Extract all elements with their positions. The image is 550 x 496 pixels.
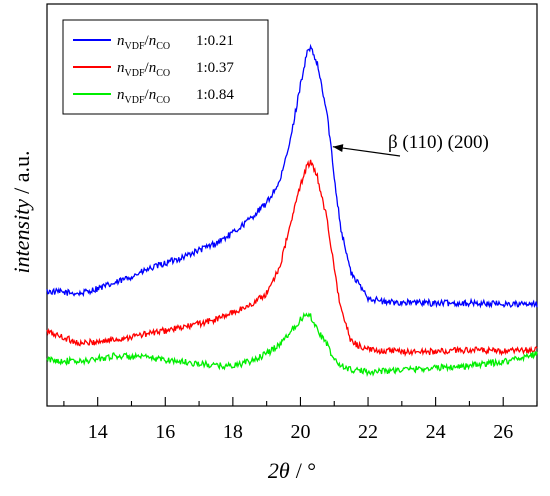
x-tick-label: 20 <box>290 421 310 443</box>
plot-frame <box>46 3 538 407</box>
legend-ratio: 1:0.21 <box>196 33 234 49</box>
legend: nVDF/nCO 1:0.21 nVDF/nCO 1:0.37 nVDF/nCO 1:0.… <box>62 19 269 115</box>
annotation-label: β (110) (200) <box>388 132 489 153</box>
x-tick-label: 22 <box>358 421 378 443</box>
legend-ratio: 1:0.84 <box>196 87 234 103</box>
annotation-arrow <box>332 146 401 157</box>
series-line-1-0-21 <box>46 43 538 309</box>
series-layer <box>46 43 538 377</box>
series-line-1-0-37 <box>46 159 538 357</box>
series-line-1-0-84 <box>46 311 538 377</box>
legend-label: nVDF/nCO <box>117 60 170 79</box>
x-tick-label: 14 <box>88 421 108 443</box>
legend-ratio: 1:0.37 <box>196 60 234 76</box>
x-tick-label: 24 <box>426 421 446 443</box>
arrow-head-icon <box>332 144 344 153</box>
legend-label: nVDF/nCO <box>117 87 170 106</box>
x-axis-symbol: 2θ <box>268 458 290 483</box>
x-tick-label: 18 <box>223 421 243 443</box>
x-axis-title: 2θ / ° <box>268 458 316 483</box>
legend-label: nVDF/nCO <box>117 33 170 52</box>
x-axis-ticks: 14 16 18 20 22 24 26 <box>63 397 538 443</box>
x-tick-label: 26 <box>493 421 513 443</box>
x-axis-unit: / ° <box>296 458 316 483</box>
y-axis-title: intensity/ a.u. <box>9 151 34 274</box>
x-tick-label: 16 <box>155 421 175 443</box>
legend-rows: nVDF/nCO 1:0.21 nVDF/nCO 1:0.37 nVDF/nCO 1:0.… <box>73 33 234 106</box>
peak-annotation: β (110) (200) <box>332 132 489 157</box>
